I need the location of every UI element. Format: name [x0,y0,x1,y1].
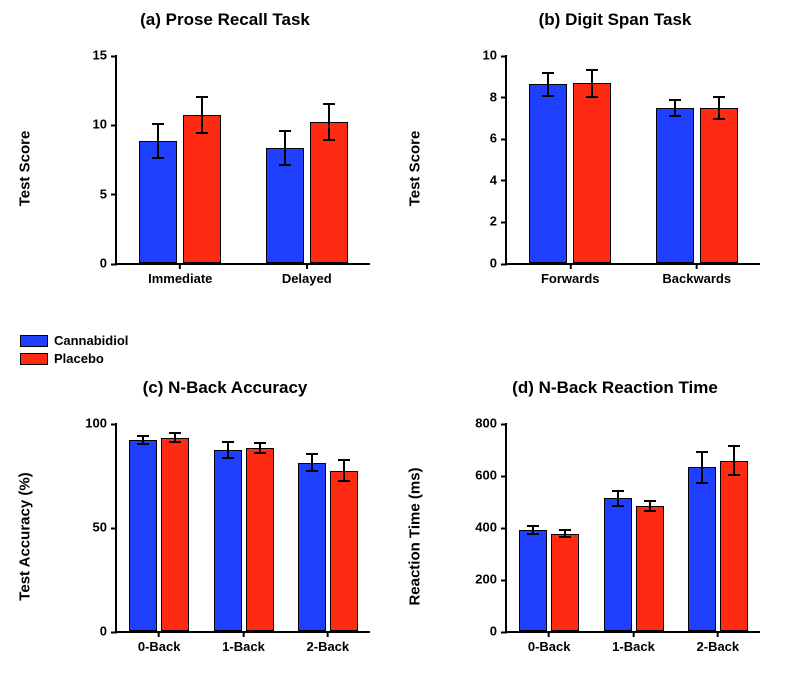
xtick: 0-Back [138,631,181,654]
legend-swatch-cbd [20,335,48,347]
ytick: 600 [475,468,507,483]
error-bar [701,452,703,483]
xtick: 1-Back [222,631,265,654]
ytick: 800 [475,416,507,431]
error-bar [343,460,345,481]
panel-a-tag: (a) [140,10,161,29]
panel-c-tag: (c) [143,378,164,397]
ytick: 6 [490,131,507,146]
panel-a-title-text: Prose Recall Task [166,10,310,29]
bar [183,115,221,263]
bar [604,498,632,631]
panel-c: (c) N-Back Accuracy Test Accuracy (%) 05… [60,378,390,678]
bar [573,83,611,263]
legend-swatch-placebo [20,353,48,365]
bar [529,84,567,263]
legend: Cannabidiol Placebo [20,333,128,369]
panel-d: (d) N-Back Reaction Time Reaction Time (… [450,378,780,678]
bar [636,506,664,631]
bar [551,534,579,632]
bar [688,467,716,631]
ytick: 0 [490,256,507,271]
xtick: Backwards [662,263,731,286]
panel-d-tag: (d) [512,378,534,397]
error-bar [174,433,176,441]
error-bar [617,491,619,507]
bar [139,141,177,263]
panel-b-chart: 0246810ForwardsBackwards [505,55,760,265]
xtick: 2-Back [697,631,740,654]
panel-b-ylabel: Test Score [407,94,424,244]
error-bar [142,436,144,444]
legend-item-placebo: Placebo [20,351,128,366]
panel-b-title: (b) Digit Span Task [450,10,780,30]
ytick: 4 [490,172,507,187]
error-bar [157,124,159,157]
figure-root: Cannabidiol Placebo (a) Prose Recall Tas… [0,0,796,696]
error-bar [718,97,720,120]
error-bar [328,104,330,140]
error-bar [674,100,676,117]
bar [330,471,358,631]
ytick: 0 [100,256,117,271]
error-bar [227,442,229,459]
ytick: 5 [100,186,117,201]
error-bar [547,73,549,96]
bar [129,440,157,631]
ytick: 0 [490,624,507,639]
bar [161,438,189,631]
panel-a-ylabel: Test Score [17,94,34,244]
panel-a-chart: 051015ImmediateDelayed [115,55,370,265]
xtick: Delayed [282,263,332,286]
bar [310,122,348,263]
ytick: 8 [490,89,507,104]
xtick: 1-Back [612,631,655,654]
bar [720,461,748,631]
error-bar [201,97,203,133]
ytick: 100 [85,416,117,431]
xtick: Immediate [148,263,212,286]
legend-item-cbd: Cannabidiol [20,333,128,348]
panel-d-ylabel: Reaction Time (ms) [407,437,424,637]
panel-d-title-text: N-Back Reaction Time [539,378,718,397]
panel-a-title: (a) Prose Recall Task [60,10,390,30]
panel-d-title: (d) N-Back Reaction Time [450,378,780,398]
error-bar [259,443,261,453]
ytick: 200 [475,572,507,587]
ytick: 2 [490,214,507,229]
bar [700,108,738,263]
error-bar [649,501,651,511]
error-bar [564,530,566,538]
bar [214,450,242,631]
panel-c-ylabel: Test Accuracy (%) [17,447,34,627]
panel-c-title: (c) N-Back Accuracy [60,378,390,398]
error-bar [591,70,593,97]
bar [246,448,274,631]
panel-c-chart: 0501000-Back1-Back2-Back [115,423,370,633]
bar [298,463,326,631]
xtick: Forwards [541,263,600,286]
error-bar [311,454,313,471]
panel-b-title-text: Digit Span Task [565,10,691,29]
error-bar [284,131,286,164]
panel-b: (b) Digit Span Task Test Score 0246810Fo… [450,10,780,310]
legend-label-placebo: Placebo [54,351,104,366]
error-bar [733,446,735,475]
ytick: 0 [100,624,117,639]
xtick: 0-Back [528,631,571,654]
error-bar [532,526,534,534]
legend-label-cbd: Cannabidiol [54,333,128,348]
panel-a: (a) Prose Recall Task Test Score 051015I… [60,10,390,310]
bar [519,530,547,631]
ytick: 10 [93,117,117,132]
ytick: 10 [483,48,507,63]
ytick: 400 [475,520,507,535]
panel-d-chart: 02004006008000-Back1-Back2-Back [505,423,760,633]
xtick: 2-Back [307,631,350,654]
bar [656,108,694,263]
ytick: 50 [93,520,117,535]
panel-b-tag: (b) [539,10,561,29]
ytick: 15 [93,48,117,63]
panel-c-title-text: N-Back Accuracy [168,378,307,397]
